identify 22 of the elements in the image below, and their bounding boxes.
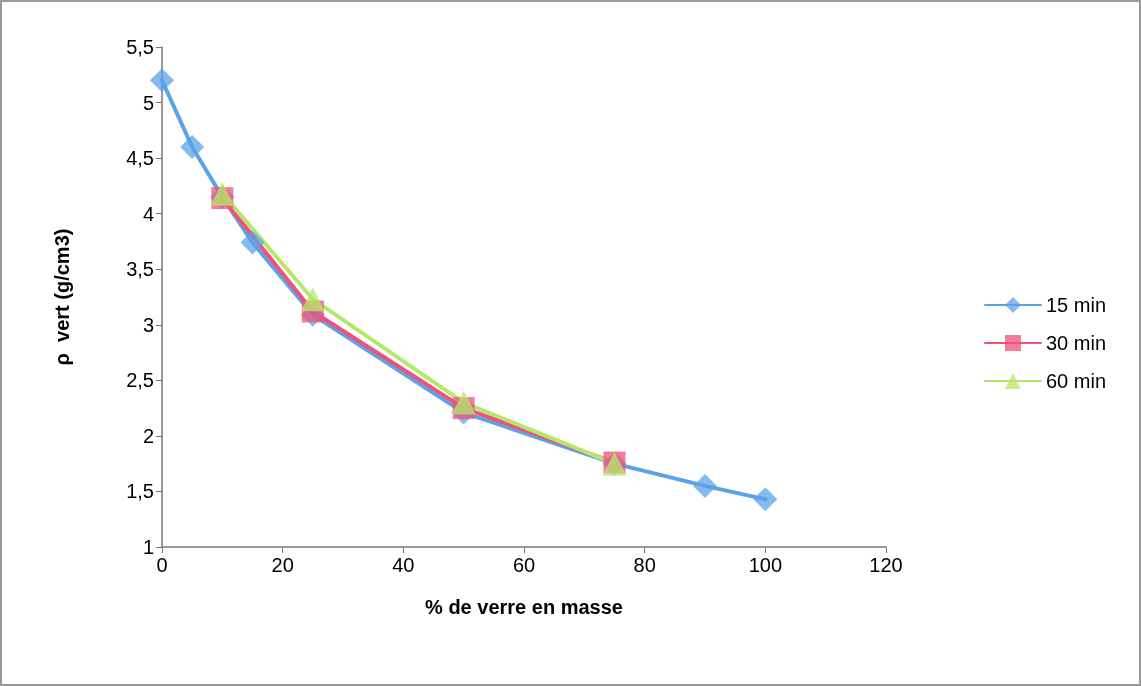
y-tick-label: 3,5 xyxy=(126,258,154,281)
x-axis-title: % de verre en masse xyxy=(425,596,623,618)
x-tick-label: 40 xyxy=(392,554,415,576)
x-tick-label: 120 xyxy=(869,554,903,576)
legend-label: 60 min xyxy=(1045,370,1106,392)
x-tick-label: 0 xyxy=(156,554,168,576)
y-tick-label: 1 xyxy=(142,536,154,558)
legend-label: 15 min xyxy=(1045,294,1106,316)
y-tick-label: 2 xyxy=(142,424,154,447)
y-axis-title: ρ vert (g/cm3) xyxy=(51,228,73,366)
y-tick-label: 4 xyxy=(142,202,154,225)
x-tick-label: 80 xyxy=(633,554,656,576)
y-tick-label: 1,5 xyxy=(126,480,154,503)
y-tick-label: 3 xyxy=(142,313,154,336)
y-tick-label: 2,5 xyxy=(126,369,154,392)
x-tick-label: 100 xyxy=(748,554,783,576)
legend-label: 30 min xyxy=(1045,332,1106,354)
x-tick-label: 60 xyxy=(512,554,536,576)
y-tick-label: 5 xyxy=(142,91,154,114)
x-tick-label: 20 xyxy=(271,554,294,576)
y-tick-label: 5,5 xyxy=(126,36,154,58)
y-tick-label: 4,5 xyxy=(126,147,154,170)
